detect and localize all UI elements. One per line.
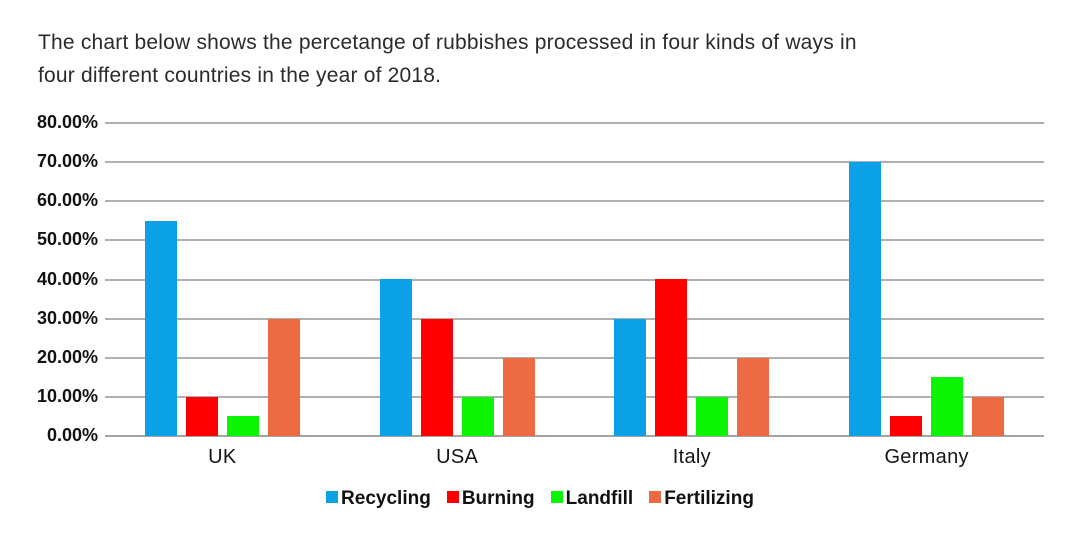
plot-area [105, 122, 1044, 437]
gridline [105, 356, 1044, 359]
bar-burning-germany [890, 416, 923, 436]
x-axis-baseline [105, 435, 1044, 437]
bar-recycling-uk [144, 221, 177, 436]
y-tick-label-40-00-: 40.00% [36, 268, 98, 289]
legend-label-burning: Burning [461, 488, 535, 509]
bar-burning-uk [185, 397, 218, 436]
legend-item-fertilizing: Fertilizing [649, 488, 754, 510]
chart-legend: Recycling Burning Landfill Fertilizing [0, 488, 1080, 510]
bar-fertilizing-usa [502, 358, 535, 436]
y-tick-label-80-00-: 80.00% [36, 112, 98, 132]
bar-fertilizing-uk [267, 319, 300, 436]
x-tick-label-germany: Germany [884, 446, 969, 468]
y-tick-label-30-00-: 30.00% [36, 307, 98, 328]
gridline [105, 395, 1044, 398]
legend-swatch-recycling [326, 491, 339, 503]
bar-landfill-usa [461, 397, 494, 436]
y-tick-label-20-00-: 20.00% [36, 346, 98, 367]
legend-swatch-burning [446, 491, 459, 503]
bar-recycling-usa [379, 279, 412, 436]
bar-burning-usa [420, 319, 453, 436]
gridline [105, 278, 1044, 281]
legend-label-fertilizing: Fertilizing [664, 488, 754, 509]
legend-item-burning: Burning [446, 488, 535, 510]
bar-landfill-italy [696, 397, 729, 436]
gridline [105, 317, 1044, 320]
x-tick-label-uk: UK [208, 446, 237, 468]
bar-landfill-uk [226, 416, 259, 436]
legend-label-recycling: Recycling [341, 488, 431, 509]
gridline [105, 122, 1044, 124]
gridline [105, 200, 1044, 203]
y-tick-label-50-00-: 50.00% [36, 229, 98, 250]
y-tick-label-0-00-: 0.00% [46, 425, 98, 445]
chart-description: The chart below shows the percetange of … [38, 31, 857, 87]
x-tick-label-usa: USA [436, 446, 479, 468]
legend-item-recycling: Recycling [326, 488, 431, 510]
gridline [105, 239, 1044, 242]
x-tick-label-italy: Italy [672, 446, 711, 468]
bar-recycling-italy [614, 319, 647, 436]
bar-recycling-germany [849, 162, 882, 436]
bar-landfill-germany [931, 377, 964, 436]
legend-swatch-fertilizing [649, 491, 662, 503]
bar-fertilizing-italy [737, 358, 770, 436]
bar-burning-italy [655, 279, 688, 436]
y-tick-label-70-00-: 70.00% [36, 151, 98, 172]
y-tick-label-60-00-: 60.00% [36, 190, 98, 211]
bar-fertilizing-germany [972, 397, 1005, 436]
legend-item-landfill: Landfill [550, 488, 634, 510]
legend-swatch-landfill [550, 491, 563, 503]
gridline [105, 161, 1044, 164]
y-tick-label-10-00-: 10.00% [36, 385, 98, 406]
legend-label-landfill: Landfill [565, 488, 634, 509]
